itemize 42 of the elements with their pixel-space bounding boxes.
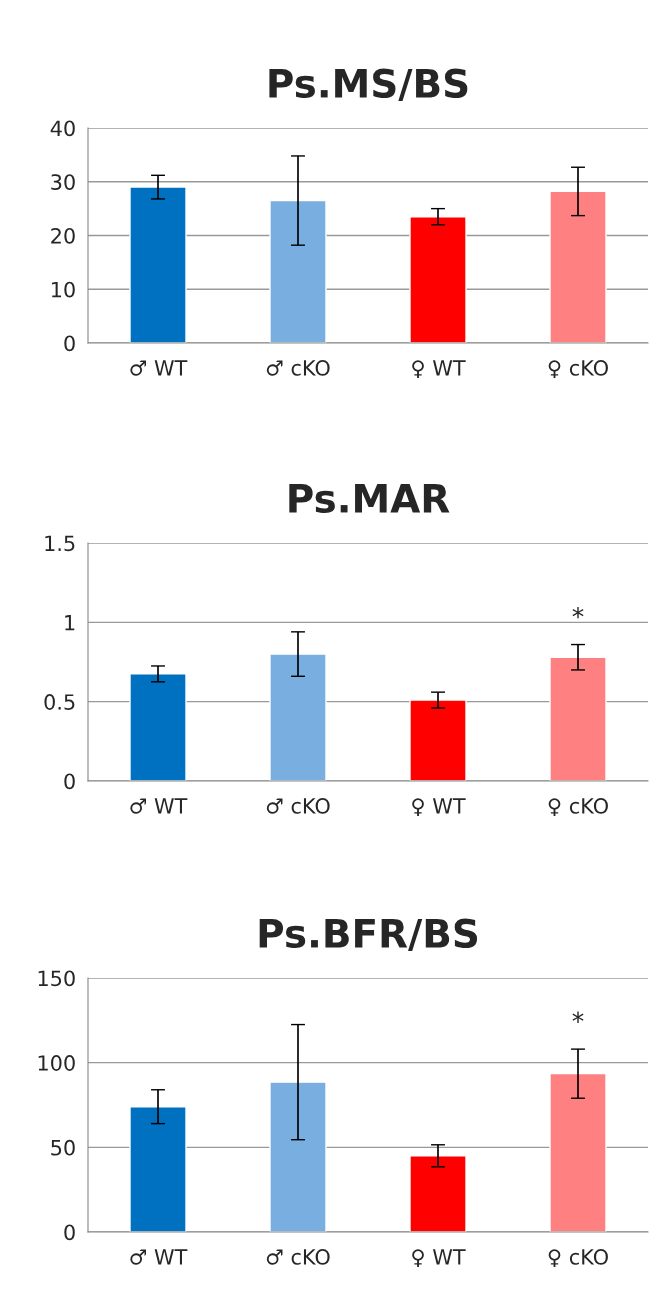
bar xyxy=(269,1081,327,1232)
x-tick-label: ♂ WT xyxy=(130,798,188,814)
x-tick-label: ♂ WT xyxy=(130,360,188,376)
x-tick-label: ♀ cKO xyxy=(548,360,608,379)
annotation: * xyxy=(572,606,584,619)
bar xyxy=(549,190,607,343)
y-tick-label: 50 xyxy=(51,1139,75,1156)
x-tick-label: ♀ cKO xyxy=(548,798,608,817)
y-tick-label: 10 xyxy=(51,281,75,298)
bar xyxy=(129,1105,187,1232)
x-tick-label: ♂ cKO xyxy=(266,360,330,376)
bar xyxy=(269,653,327,781)
chart-title: Ps.MS/BS xyxy=(269,68,468,102)
annotation: * xyxy=(572,1011,584,1023)
bar xyxy=(129,673,187,781)
y-tick-label: 1 xyxy=(65,615,75,631)
y-tick-label: 40 xyxy=(50,120,75,137)
bar xyxy=(549,656,607,781)
x-tick-label: ♀ WT xyxy=(412,1249,466,1268)
chart-title: Ps.BFR/BS xyxy=(259,918,478,952)
bar xyxy=(269,199,327,343)
y-tick-label: 0.5 xyxy=(44,694,75,710)
x-tick-label: ♀ WT xyxy=(412,798,466,817)
x-tick-label: ♂ WT xyxy=(130,1249,188,1265)
y-tick-label: 0 xyxy=(64,773,75,790)
bar xyxy=(409,1155,467,1232)
x-tick-label: ♀ WT xyxy=(412,360,466,379)
y-tick-label: 0 xyxy=(64,1224,75,1241)
bar xyxy=(549,1072,607,1232)
x-tick-label: ♀ cKO xyxy=(548,1249,608,1268)
y-tick-label: 30 xyxy=(51,174,75,190)
y-tick-label: 1.5 xyxy=(45,535,75,552)
bar xyxy=(409,699,467,781)
bar xyxy=(409,215,467,343)
bar xyxy=(129,186,187,343)
y-tick-label: 100 xyxy=(38,1055,75,1071)
y-tick-label: 150 xyxy=(38,970,75,987)
x-tick-label: ♂ cKO xyxy=(266,798,330,814)
chart-title: Ps.MAR xyxy=(289,484,450,513)
y-tick-label: 20 xyxy=(51,227,75,244)
x-tick-label: ♂ cKO xyxy=(266,1249,330,1265)
y-tick-label: 0 xyxy=(64,335,75,352)
